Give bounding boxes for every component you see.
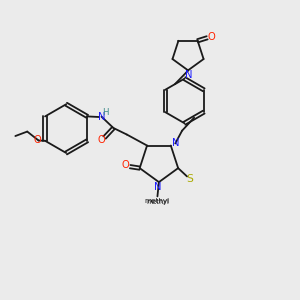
Text: N: N: [172, 139, 179, 148]
Text: O: O: [33, 136, 41, 146]
Text: methyl: methyl: [144, 198, 169, 204]
Text: N: N: [154, 182, 161, 192]
Text: S: S: [187, 173, 194, 184]
Text: N: N: [98, 112, 105, 122]
Text: methyl: methyl: [146, 199, 169, 205]
Text: N: N: [184, 70, 192, 80]
Text: O: O: [207, 32, 215, 42]
Text: O: O: [97, 135, 105, 145]
Text: O: O: [122, 160, 130, 170]
Text: H: H: [102, 108, 109, 117]
